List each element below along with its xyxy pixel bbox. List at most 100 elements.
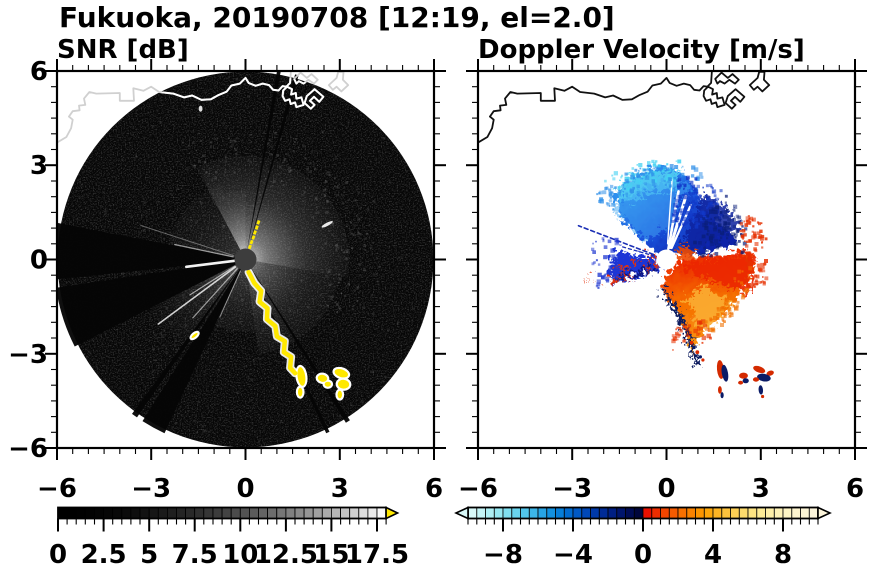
colorbar-segment [668,507,679,519]
vel-speckle [723,320,726,323]
vel-speckle [732,298,737,303]
vel-speckle [759,229,763,233]
vel-speckle [677,177,682,182]
snr-noise-speckle [250,161,253,164]
snr-noise-speckle [216,326,218,328]
colorbar-segment [340,507,351,519]
snr-noise-speckle [378,160,380,163]
vel-speckle [624,176,629,181]
vel-speckle [597,272,602,277]
vel-speckle [707,221,710,224]
vel-speckle [755,282,759,286]
snr-noise-speckle [314,167,317,171]
vel-speckle [735,304,739,308]
vel-speckle [676,183,681,188]
bright-ray [189,265,236,296]
snr-noise-speckle [154,359,157,362]
vel-speckle [609,269,612,272]
snr-noise-speckle [204,176,206,178]
vel-tail-dot [698,355,703,359]
snr-noise-speckle [132,195,135,198]
vel-tail-dot [689,340,694,345]
vel-speckle [713,227,717,232]
colorbar-segment [294,507,305,519]
snr-noise-speckle [170,321,173,323]
vel-speckle [664,183,667,186]
vel-speckle [675,328,678,331]
snr-noise-speckle [172,368,174,370]
figure-title: Fukuoka, 20190708 [12:19, el=2.0] [59,1,615,34]
vel-speckle [649,177,651,180]
snr-noise-speckle [356,300,358,302]
snr-noise-speckle [182,297,185,300]
vel-speckle [678,326,682,330]
vel-speckle [744,291,748,295]
snr-noise-speckle [236,137,238,139]
snr-noise-speckle [335,186,339,189]
vel-speckle [710,218,712,220]
vel-speckle [598,190,603,195]
snr-noise-speckle [105,200,107,202]
colorbar-segment [330,507,341,519]
colorbar-overflow-arrow [385,506,400,520]
colorbar-segment [203,507,214,519]
snr-noise-speckle [264,169,266,171]
snr-noise-speckle [224,160,227,163]
vel-speckle [725,208,729,212]
snr-noise-speckle [354,199,357,202]
snr-noise-speckle [357,232,361,235]
snr-noise-speckle [352,241,354,243]
snr-noise-speckle [120,198,122,200]
vel-speckle [701,252,706,257]
colorbar-segment [276,507,287,519]
colorbar-segment [230,507,241,519]
snr-noise-speckle [258,191,261,194]
vel-speckle [660,172,663,175]
vel-speckle [688,331,692,335]
snr-noise-speckle [329,283,332,286]
vel-speckle [728,311,732,315]
snr-noise-speckle [284,272,287,275]
snr-noise-speckle [349,229,352,231]
colorbar-segment [476,507,486,519]
colorbar-segment [367,507,378,519]
snr-noise-speckle [357,191,360,194]
snr-noise-speckle [353,220,355,222]
snr-noise-speckle [371,168,374,170]
snr-noise-speckle [320,222,322,225]
vel-speckle [733,241,738,246]
vel-speckle [655,171,659,175]
vel-speckle [695,222,699,226]
coastline-island [281,85,305,109]
snr-noise-speckle [171,223,173,225]
vel-speckle [675,205,679,208]
colorbar-segment [555,507,565,519]
snr-noise-speckle [196,149,198,152]
vel-speckle [726,237,729,240]
snr-noise-speckle [233,286,236,289]
vel-speckle [739,230,742,233]
vel-cell-blob [757,373,771,382]
snr-noise-speckle [292,119,294,121]
colorbar-segment [130,507,141,519]
vel-speckle [624,179,629,183]
vel-speckle [613,171,618,176]
colorbar-segment [493,507,504,519]
vel-speckle [736,300,740,304]
snr-noise-speckle [213,345,215,347]
vel-speckle [644,172,648,175]
snr-noise-speckle [307,305,310,309]
snr-noise-speckle [212,177,214,179]
snr-noise-speckle [338,183,341,186]
vel-speckle [596,279,601,284]
colorbar-segment [84,507,95,519]
coastline-island [702,85,726,108]
snr-noise-speckle [367,250,370,253]
vel-speckle [688,226,691,229]
vel-speckle [661,169,665,173]
vel-speckle [753,235,757,239]
snr-noise-speckle [273,270,276,274]
vel-speckle [682,208,687,213]
vel-speckle [682,216,687,222]
snr-noise-speckle [345,181,349,185]
